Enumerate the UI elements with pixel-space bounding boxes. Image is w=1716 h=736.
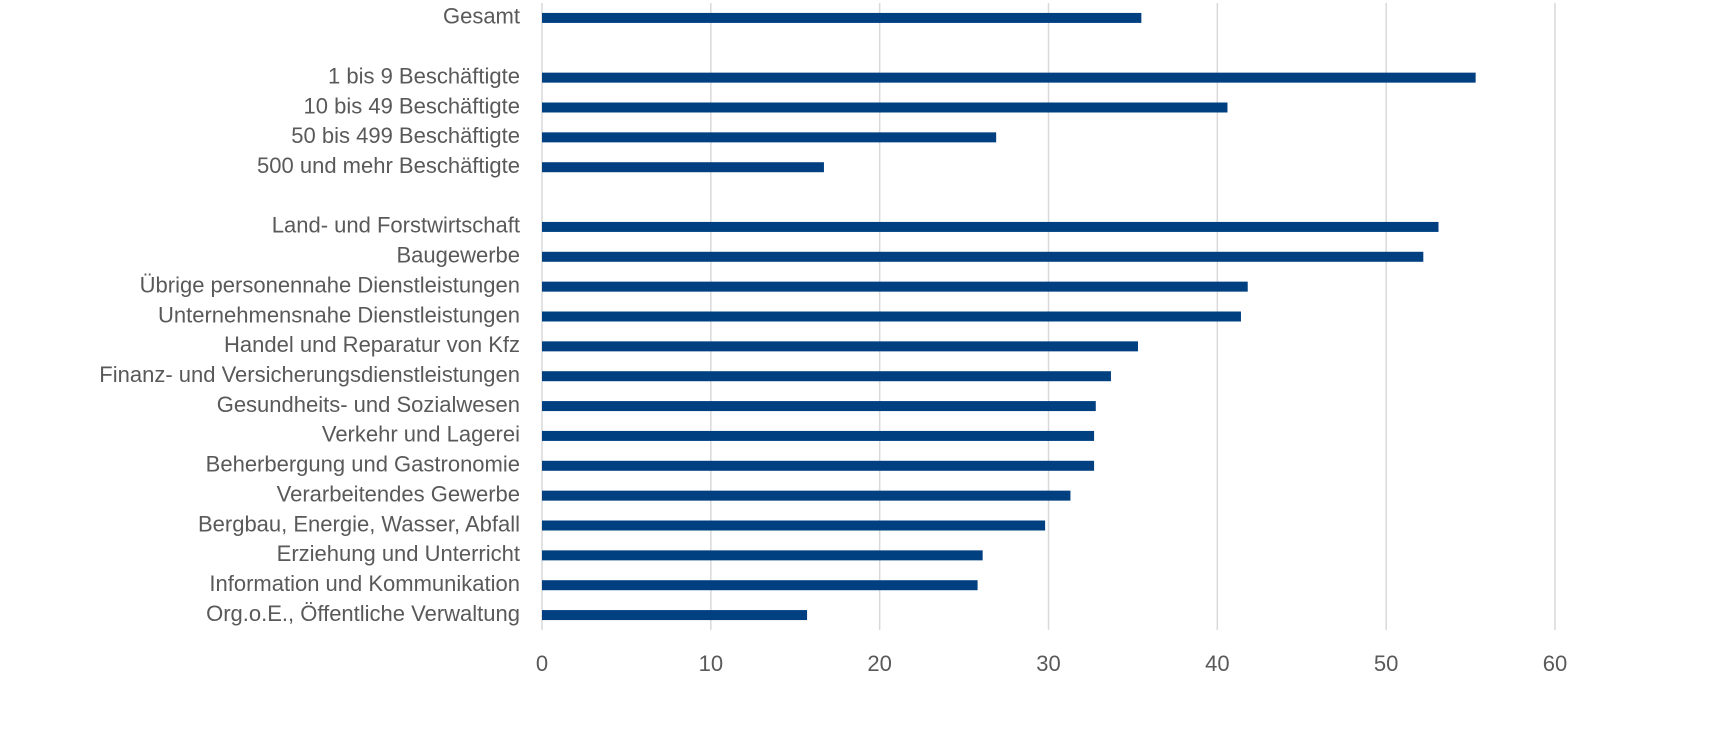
y-tick-label: Beherbergung und Gastronomie: [206, 452, 520, 477]
y-tick-label: 50 bis 499 Beschäftigte: [291, 123, 520, 148]
bar: [542, 341, 1138, 352]
bar: [542, 460, 1095, 471]
x-tick-label: 50: [1374, 651, 1398, 676]
y-tick-label: Verarbeitendes Gewerbe: [277, 481, 520, 506]
y-tick-label: Information und Kommunikation: [209, 571, 520, 596]
y-tick-label: Gesundheits- und Sozialwesen: [217, 392, 520, 417]
bar: [542, 102, 1228, 113]
y-tick-label: Land- und Forstwirtschaft: [272, 213, 520, 238]
y-tick-label: Unternehmensnahe Dienstleistungen: [158, 302, 520, 327]
y-tick-label: Übrige personennahe Dienstleistungen: [140, 272, 520, 297]
bar: [542, 251, 1424, 262]
x-tick-label: 0: [536, 651, 548, 676]
bar: [542, 221, 1439, 232]
x-tick-label: 10: [699, 651, 723, 676]
y-tick-label: 1 bis 9 Beschäftigte: [328, 63, 520, 88]
bar: [542, 401, 1096, 412]
x-tick-label: 20: [867, 651, 891, 676]
bar: [542, 72, 1476, 83]
y-tick-label: Finanz- und Versicherungsdienstleistunge…: [99, 362, 520, 387]
y-tick-label: Erziehung und Unterricht: [277, 541, 520, 566]
bar: [542, 311, 1241, 322]
y-tick-label: Baugewerbe: [396, 243, 520, 268]
bar: [542, 520, 1046, 531]
x-tick-label: 60: [1543, 651, 1567, 676]
y-tick-label: 10 bis 49 Beschäftigte: [304, 93, 520, 118]
bar: [542, 162, 824, 173]
y-tick-label: Handel und Reparatur von Kfz: [224, 332, 520, 357]
bar: [542, 12, 1142, 23]
x-tick-label: 40: [1205, 651, 1229, 676]
bar: [542, 132, 997, 143]
y-tick-label: 500 und mehr Beschäftigte: [257, 153, 520, 178]
y-tick-label: Bergbau, Energie, Wasser, Abfall: [198, 511, 520, 536]
bar: [542, 610, 808, 621]
bar: [542, 281, 1248, 292]
y-tick-label: Org.o.E., Öffentliche Verwaltung: [206, 601, 520, 626]
bar: [542, 550, 983, 561]
y-tick-label: Gesamt: [443, 4, 520, 29]
bar: [542, 490, 1071, 501]
bar: [542, 430, 1095, 441]
bar: [542, 371, 1111, 382]
x-tick-label: 30: [1036, 651, 1060, 676]
y-tick-label: Verkehr und Lagerei: [322, 422, 520, 447]
bar: [542, 580, 978, 591]
